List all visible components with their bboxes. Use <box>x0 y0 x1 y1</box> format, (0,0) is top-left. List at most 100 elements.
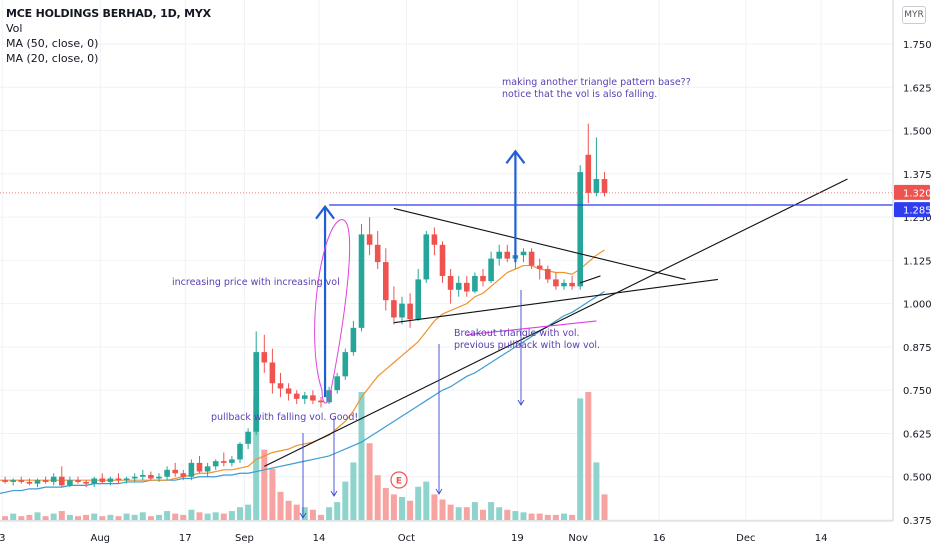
volume-bar <box>277 491 284 520</box>
indicator-ma50[interactable]: MA (50, close, 0) <box>6 37 99 50</box>
vol-arrow-4-head <box>517 399 525 406</box>
breakout-arrow-2-head <box>505 149 526 164</box>
volume-bar <box>569 514 576 520</box>
candle-body <box>253 352 259 432</box>
volume-bar <box>471 502 478 520</box>
volume-bar <box>269 468 276 520</box>
y-tick-label: 1.750 <box>903 40 932 51</box>
candle-body <box>140 474 146 477</box>
candle-body <box>439 244 446 276</box>
annotation-text: notice that the vol is also falling. <box>502 89 658 100</box>
volume-bar <box>107 514 114 520</box>
currency-label[interactable]: MYR <box>902 6 926 24</box>
candle-body <box>350 327 357 353</box>
volume-bar <box>447 504 454 520</box>
annotation-breakout: Breakout triangle with vol. previous pul… <box>454 328 600 352</box>
breakout-arrow-1-head <box>315 204 335 220</box>
chart-grid <box>0 0 893 521</box>
chart-legend: MCE HOLDINGS BERHAD, 1D, MYX Vol MA (50,… <box>6 6 211 66</box>
volume-bar <box>115 516 122 520</box>
candle-body <box>318 400 324 403</box>
indicator-ma20[interactable]: MA (20, close, 0) <box>6 52 99 65</box>
volume-bar <box>350 462 357 520</box>
volume-bar <box>42 516 49 520</box>
candle-body <box>42 480 49 482</box>
candle-body <box>34 480 41 484</box>
y-tick-label: 0.875 <box>903 343 932 354</box>
x-tick-label: 14 <box>313 533 326 544</box>
volume-bar <box>439 499 446 520</box>
x-tick-label: Sep <box>235 533 254 544</box>
volume-bar <box>480 509 486 520</box>
annotation-pullback: pullback with falling vol. Good! <box>211 412 358 424</box>
candle-body <box>75 480 81 482</box>
annotation-text: previous pullback with low vol. <box>454 340 601 351</box>
candle-body <box>188 462 195 477</box>
candle-body <box>172 469 178 474</box>
ma50-line <box>0 291 605 495</box>
candle-body <box>131 476 138 479</box>
level-price-tag-bg <box>894 202 930 218</box>
volume-bar <box>228 511 235 520</box>
candle-body <box>221 461 227 463</box>
x-tick-label: 3 <box>0 533 5 544</box>
candle-body <box>326 390 332 403</box>
volume-bar <box>50 513 57 520</box>
indicator-vol[interactable]: Vol <box>6 22 23 35</box>
drawings: E <box>0 149 893 519</box>
candle-body <box>585 154 592 193</box>
volume-bar <box>18 516 25 520</box>
candle-body <box>342 352 349 377</box>
volume-bar <box>334 502 341 520</box>
volume-bar <box>488 502 495 520</box>
candle-body <box>2 480 8 482</box>
candle-body <box>504 251 511 259</box>
candle-body <box>204 466 211 472</box>
volume-bar <box>261 449 268 520</box>
time-axis[interactable]: 3 Aug 17 Sep 14 Oct 19 Nov 16 Dec 14 <box>0 520 893 550</box>
y-tick-label: 1.625 <box>903 83 932 94</box>
candle-body <box>83 481 89 484</box>
candle-body <box>407 303 413 320</box>
x-tick-label: Nov <box>568 533 588 544</box>
y-tick-label: 1.125 <box>903 256 932 267</box>
vol-arrow-2-head <box>330 490 338 497</box>
volume-bar <box>536 513 543 520</box>
candle-body <box>431 234 438 245</box>
candle-body <box>237 443 243 460</box>
y-tick-label: 1.250 <box>903 213 932 224</box>
last-price-tag: 1.320 <box>903 188 932 199</box>
highlight-ellipse <box>314 219 351 404</box>
volume-bar <box>593 462 600 520</box>
x-tick-label: Oct <box>398 533 415 544</box>
candle-body <box>374 244 381 263</box>
candle-body <box>383 262 389 301</box>
candlesticks <box>2 123 608 488</box>
candle-body <box>536 265 543 270</box>
volume-bar <box>390 494 397 520</box>
volume-bar <box>34 512 41 520</box>
volume-bar <box>164 511 171 520</box>
candle-body <box>245 431 251 444</box>
vol-arrow-3-head <box>435 488 443 495</box>
volume-bar <box>366 443 373 520</box>
y-tick-label: 0.500 <box>903 473 932 484</box>
price-axis-bg <box>893 0 932 550</box>
price-axis[interactable]: 1.750 1.625 1.500 1.375 1.250 1.125 1.000 0.875… <box>892 0 932 550</box>
volume-bar <box>496 507 503 520</box>
volume-bar <box>285 500 292 520</box>
volume-bar <box>99 516 106 520</box>
volume-bar <box>415 486 422 520</box>
candle-body <box>148 474 154 479</box>
symbol-title[interactable]: MCE HOLDINGS BERHAD, 1D, MYX <box>6 7 211 20</box>
volume-bar <box>139 512 146 520</box>
candle-body <box>123 478 130 481</box>
candle-body <box>334 376 340 391</box>
volume-bar <box>399 496 405 520</box>
candle-body <box>520 251 527 256</box>
candle-body <box>577 172 583 287</box>
y-tick-label: 0.625 <box>903 429 932 440</box>
annotation-increasing-vol: increasing price with increasing vol <box>172 277 340 289</box>
volume-bar <box>220 513 227 520</box>
